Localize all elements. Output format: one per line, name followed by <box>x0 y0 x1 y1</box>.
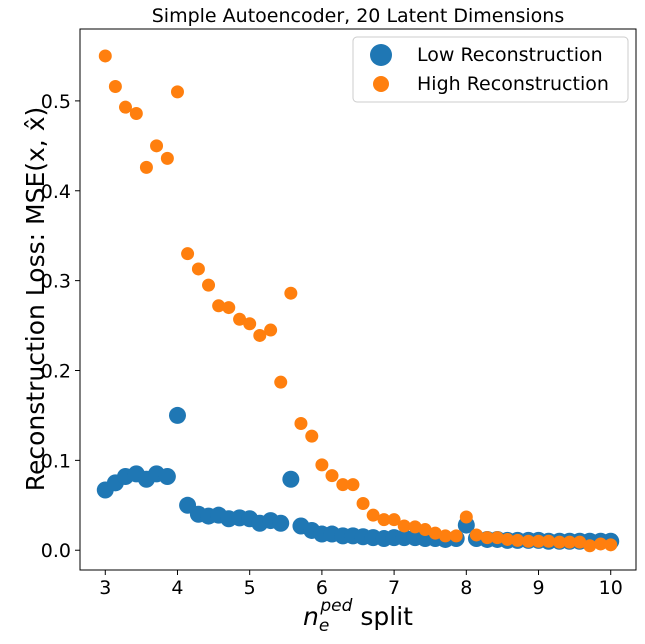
high-recon-point <box>98 49 112 63</box>
x-axis: 3 4 5 6 7 8 9 10 <box>99 570 623 599</box>
high-recon-point <box>500 532 514 546</box>
high-recon-point <box>377 513 391 527</box>
high-recon-point <box>284 286 298 300</box>
high-recon-point <box>449 529 463 543</box>
x-axis-label: neped split <box>303 596 413 636</box>
x-tick-label: 7 <box>388 577 400 599</box>
high-recon-point <box>532 534 546 548</box>
high-recon-point <box>397 519 411 533</box>
high-recon-point <box>305 429 319 443</box>
high-recon-point <box>469 528 483 542</box>
x-tick-label: 6 <box>316 577 328 599</box>
legend-marker-low <box>370 44 392 66</box>
high-recon-point <box>202 278 216 292</box>
high-recon-point <box>387 513 401 527</box>
high-recon-point <box>336 478 350 492</box>
high-recon-point <box>253 328 267 342</box>
y-tick-label: 0.0 <box>41 540 71 562</box>
high-recon-point <box>604 538 618 552</box>
high-recon-point <box>150 139 164 153</box>
legend-marker-high <box>373 76 389 92</box>
plot-area <box>79 28 637 571</box>
legend-label-high: High Reconstruction <box>417 73 609 95</box>
high-recon-point <box>366 508 380 522</box>
x-tick-label: 4 <box>171 577 183 599</box>
high-recon-point <box>418 523 432 537</box>
data-points <box>96 49 620 553</box>
high-recon-point <box>511 533 525 547</box>
high-recon-point <box>552 535 566 549</box>
y-tick-label: 0.5 <box>41 91 71 113</box>
y-tick-label: 0.2 <box>41 360 71 382</box>
x-axis-label-subscript: e <box>319 616 329 636</box>
high-recon-point <box>438 529 452 543</box>
y-axis: 0.0 0.1 0.2 0.3 0.4 0.5 <box>41 91 80 562</box>
low-recon-point <box>282 470 300 488</box>
high-recon-point <box>274 375 288 389</box>
high-recon-point <box>139 160 153 174</box>
high-recon-point <box>294 417 308 431</box>
y-tick-label: 0.1 <box>41 450 71 472</box>
legend: Low Reconstruction High Reconstruction <box>352 36 629 103</box>
high-recon-point <box>264 323 278 337</box>
y-axis-label: Reconstruction Loss: MSE(x, x̂) <box>21 107 50 491</box>
high-recon-point <box>563 535 577 549</box>
high-recon-point <box>573 535 587 549</box>
high-recon-point <box>325 469 339 483</box>
high-recon-point <box>594 537 608 551</box>
high-recon-point <box>212 299 226 313</box>
x-axis-label-superscript: ped <box>319 596 352 616</box>
high-recon-point <box>408 520 422 534</box>
x-tick-label: 10 <box>599 577 623 599</box>
high-recon-point <box>170 85 184 99</box>
high-recon-point <box>356 496 370 510</box>
x-tick-label: 8 <box>460 577 472 599</box>
high-recon-point <box>233 312 247 326</box>
high-recon-point <box>118 100 132 114</box>
legend-label-low: Low Reconstruction <box>417 44 603 66</box>
low-recon-point <box>158 468 176 486</box>
high-recon-point <box>459 510 473 524</box>
high-recon-point <box>490 531 504 545</box>
low-recon-point <box>272 514 290 532</box>
x-tick-label: 9 <box>532 577 544 599</box>
x-axis-label-symbol: n <box>303 602 319 631</box>
y-tick-label: 0.3 <box>41 271 71 293</box>
high-recon-point <box>315 458 329 472</box>
low-recon-point <box>168 406 186 424</box>
chart-title: Simple Autoencoder, 20 Latent Dimensions <box>152 5 564 27</box>
high-recon-point <box>191 262 205 276</box>
x-tick-label: 5 <box>244 577 256 599</box>
high-recon-point <box>222 301 236 315</box>
legend-frame <box>352 36 629 103</box>
high-recon-point <box>160 151 174 165</box>
high-recon-point <box>108 80 122 94</box>
high-recon-point <box>542 534 556 548</box>
high-recon-point <box>346 478 360 492</box>
x-axis-label-suffix: split <box>352 602 413 631</box>
y-tick-label: 0.4 <box>41 181 71 203</box>
x-tick-label: 3 <box>99 577 111 599</box>
high-recon-point <box>129 106 143 120</box>
high-recon-point <box>243 317 257 331</box>
high-recon-point <box>181 247 195 261</box>
high-recon-point <box>480 531 494 545</box>
high-recon-point <box>428 526 442 540</box>
high-recon-point <box>521 534 535 548</box>
high-recon-point <box>583 539 597 553</box>
